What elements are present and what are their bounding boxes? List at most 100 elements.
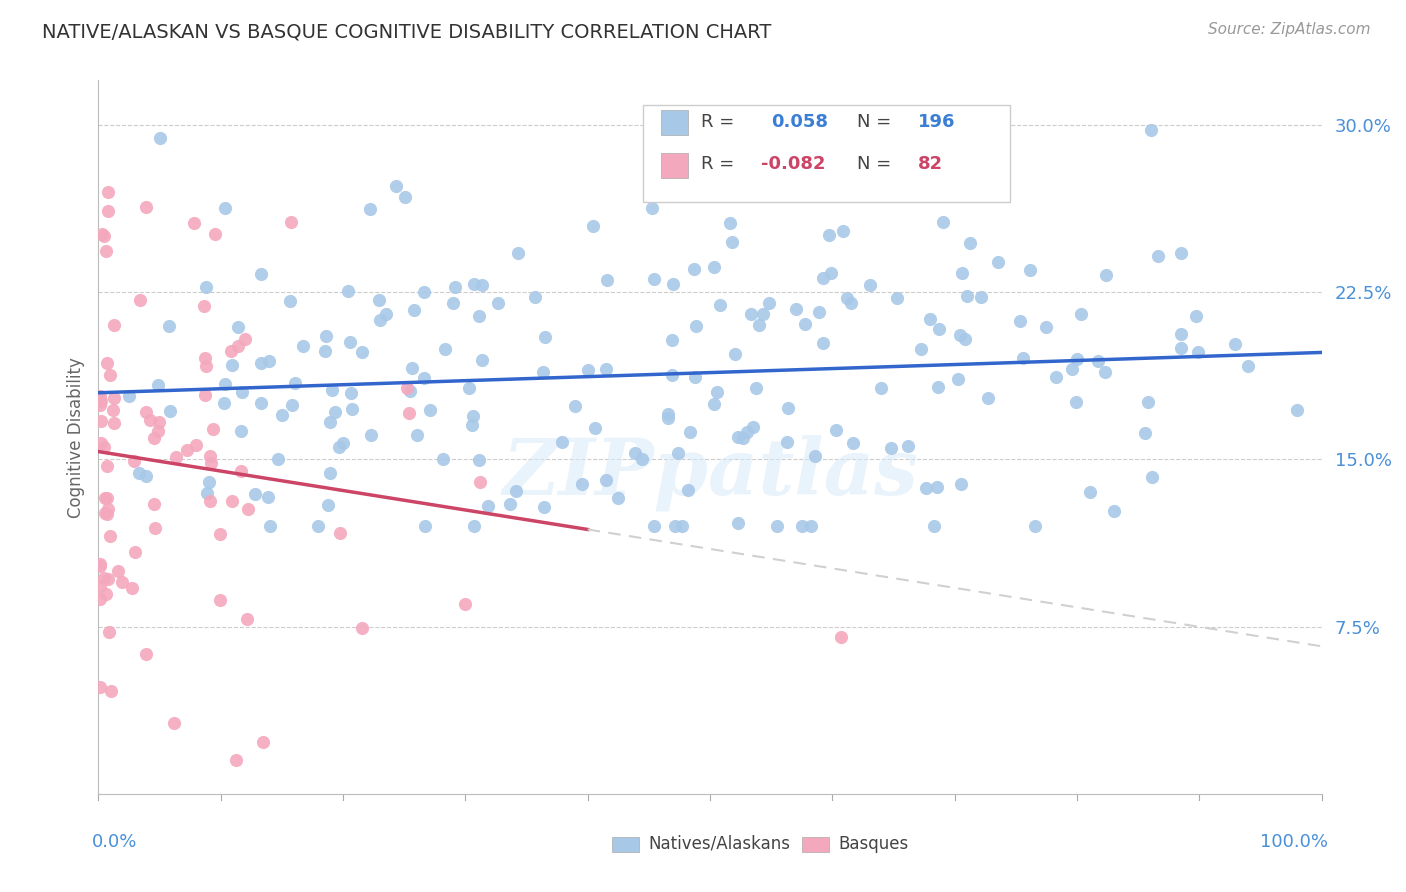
Point (671, 519, 693, 533)
Point (278, 294, 301, 309)
Point (471, 278, 494, 293)
Point (233, 332, 256, 346)
Point (463, 409, 485, 423)
Point (98, 529, 121, 543)
Point (886, 291, 908, 305)
Point (128, 467, 150, 481)
Point (499, 497, 522, 511)
Point (93, 571, 115, 585)
Point (463, 519, 485, 533)
Point (139, 413, 162, 427)
Point (183, 216, 205, 230)
Text: ZIPpatlas: ZIPpatlas (502, 434, 918, 511)
Point (825, 423, 848, 437)
Point (100, 684, 122, 698)
Point (103, 391, 125, 405)
Point (531, 366, 554, 380)
Point (165, 450, 187, 464)
Point (643, 519, 665, 533)
Bar (612, 837, 640, 853)
Point (830, 630, 852, 644)
Point (284, 376, 307, 390)
Point (89, 557, 111, 571)
Point (735, 425, 758, 439)
Point (977, 391, 1000, 405)
Point (149, 131, 172, 145)
Point (194, 359, 217, 373)
Point (368, 312, 391, 326)
Point (90, 413, 112, 427)
Point (323, 405, 346, 419)
Point (800, 519, 823, 533)
Text: -0.082: -0.082 (762, 155, 825, 173)
Text: N =: N = (856, 155, 891, 173)
Point (1170, 326, 1192, 341)
Point (1223, 337, 1246, 351)
Point (135, 200, 157, 214)
Point (551, 435, 574, 450)
Point (818, 228, 841, 243)
Point (107, 565, 129, 579)
Point (198, 494, 221, 508)
Point (1024, 519, 1046, 533)
Point (820, 267, 842, 281)
Point (229, 464, 252, 478)
Point (953, 332, 976, 346)
Point (1236, 359, 1258, 373)
Point (1012, 351, 1035, 366)
Point (630, 452, 652, 467)
Point (270, 408, 292, 422)
Point (250, 396, 273, 410)
Point (533, 330, 555, 344)
Point (204, 227, 226, 242)
Text: 196: 196 (918, 113, 956, 131)
Point (775, 435, 797, 450)
Point (434, 342, 457, 356)
Point (399, 384, 422, 399)
Point (231, 385, 253, 400)
Point (226, 339, 249, 353)
Point (685, 319, 707, 334)
Point (214, 396, 236, 410)
Point (89, 579, 111, 593)
Point (682, 261, 704, 276)
Bar (661, 153, 688, 178)
Point (202, 422, 225, 436)
Bar (661, 110, 688, 136)
Point (1008, 314, 1031, 328)
Point (315, 329, 337, 343)
Point (950, 477, 973, 491)
Point (226, 320, 249, 334)
Point (869, 381, 891, 395)
Point (918, 312, 941, 326)
Point (332, 436, 354, 450)
Point (406, 427, 429, 442)
Point (987, 255, 1010, 269)
Point (685, 370, 707, 384)
Point (595, 473, 617, 487)
Point (398, 406, 420, 420)
Point (1102, 504, 1125, 518)
Point (454, 597, 477, 611)
Point (200, 456, 222, 470)
Point (880, 441, 903, 455)
Point (897, 439, 920, 453)
Point (121, 582, 143, 596)
Point (842, 435, 865, 450)
Point (641, 201, 664, 215)
Point (664, 519, 686, 533)
Point (794, 317, 817, 331)
Point (804, 449, 827, 463)
Point (1095, 268, 1118, 283)
Point (657, 407, 679, 421)
Point (832, 223, 855, 237)
Point (932, 215, 955, 229)
Point (595, 362, 617, 376)
Point (1187, 345, 1209, 359)
Point (91, 227, 114, 241)
Point (1035, 320, 1057, 334)
Point (415, 519, 437, 533)
Point (1170, 245, 1192, 260)
Point (360, 427, 382, 442)
Point (94, 491, 117, 505)
